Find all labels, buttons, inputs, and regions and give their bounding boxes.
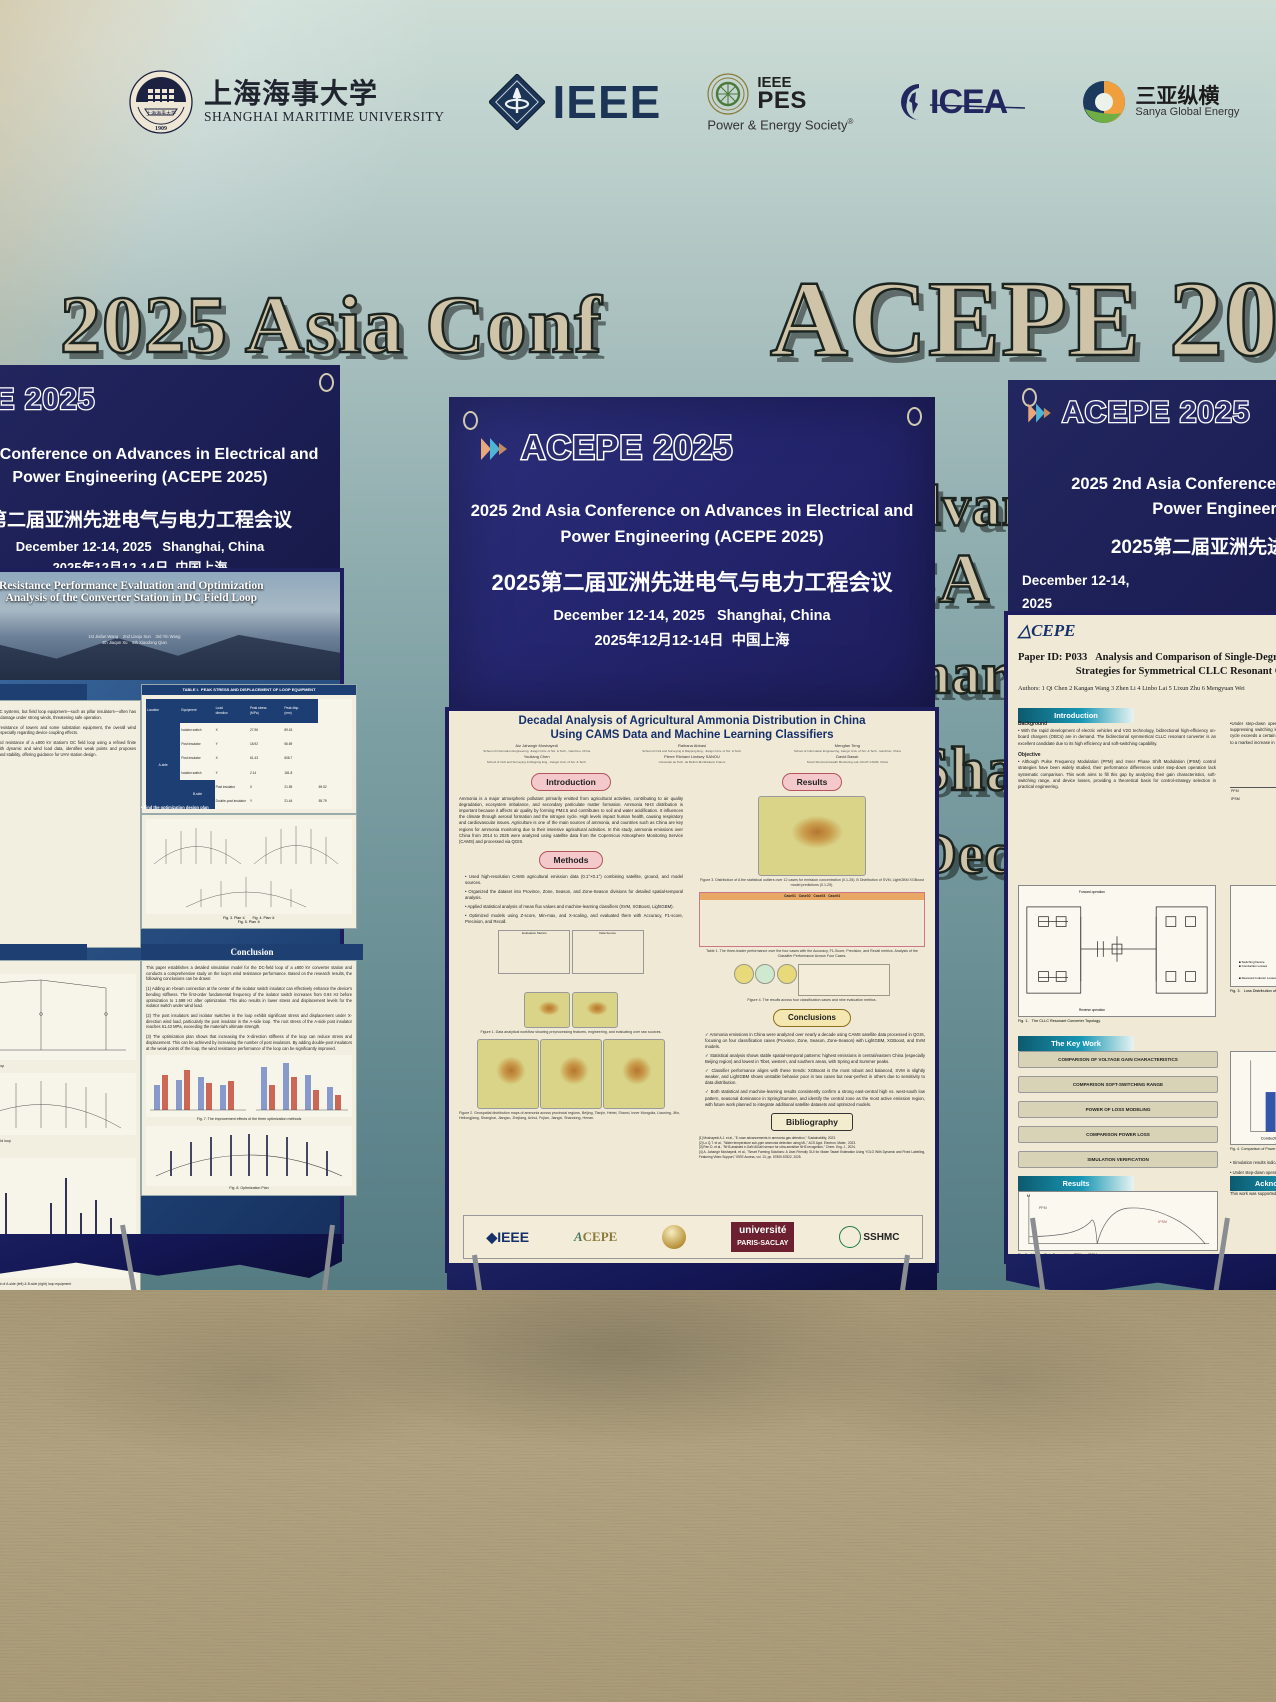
svg-text:1909: 1909 (155, 126, 167, 132)
svg-text:M: M (1027, 1193, 1030, 1198)
svg-text:ICEA: ICEA (930, 83, 1008, 121)
svg-text:Conduction: Conduction (1261, 1136, 1276, 1141)
svg-text:上海海事大学: 上海海事大学 (146, 110, 176, 117)
